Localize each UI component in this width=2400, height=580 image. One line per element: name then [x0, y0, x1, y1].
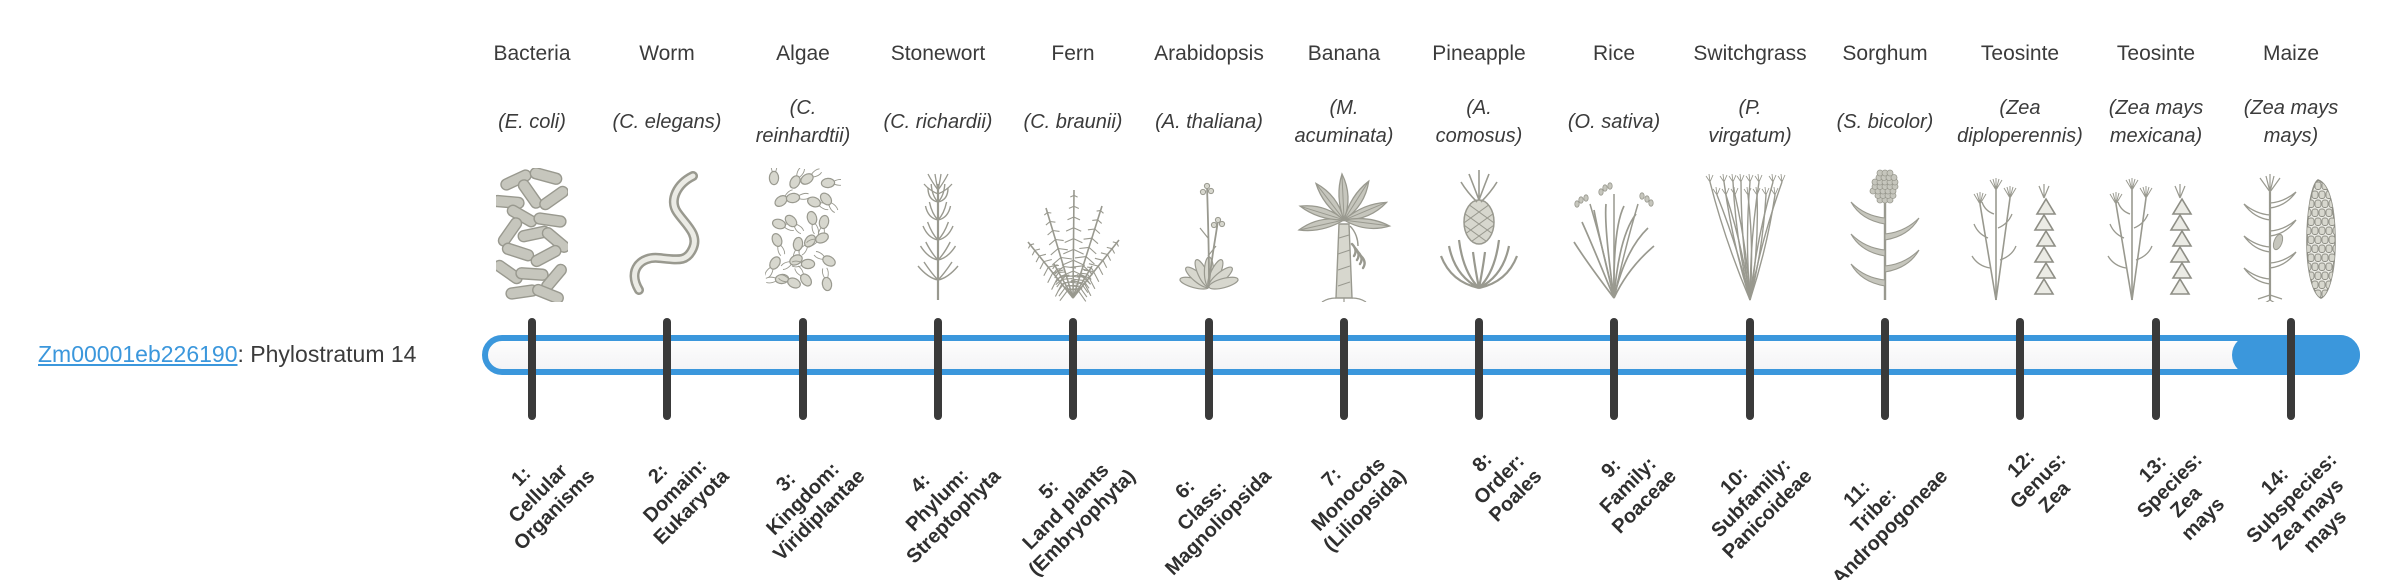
- stratum-label: 2: Domain: Eukaryota: [639, 454, 734, 550]
- stratum-label: 13: Species: Zea mays: [2132, 448, 2229, 545]
- timeline-tick: [2152, 318, 2160, 420]
- timeline-tick: [1340, 318, 1348, 420]
- timeline-tick: [1746, 318, 1754, 420]
- stratum-label: 3: Kingdom: Viridiplantae: [762, 458, 870, 566]
- stratum-label: 14: Subspecies: Zea mays mays: [2242, 448, 2352, 558]
- organism-scientific-name: (C. richardii): [883, 111, 993, 133]
- timeline-tick: [528, 318, 536, 420]
- organism-common-name: Algae: [776, 42, 830, 65]
- teosinte-icon: [1950, 166, 2090, 302]
- timeline-tick: [2016, 318, 2024, 420]
- worm-icon: [597, 166, 737, 302]
- timeline-tick: [934, 318, 942, 420]
- teosinte-icon: [2086, 166, 2226, 302]
- organism-scientific-name: (M. acuminata): [1294, 97, 1394, 147]
- maize-icon: [2221, 166, 2361, 302]
- pineapple-icon: [1409, 166, 1549, 302]
- organism-common-name: Banana: [1307, 42, 1381, 65]
- organism-common-name: Teosinte: [1980, 42, 2060, 65]
- organism-scientific-name: (A. comosus): [1435, 97, 1523, 147]
- timeline-tick: [2287, 318, 2295, 420]
- phylostratum-highlight: [2232, 335, 2360, 375]
- organism-common-name: Worm: [639, 42, 695, 65]
- timeline-tick: [663, 318, 671, 420]
- organism-common-name: Sorghum: [1842, 42, 1928, 65]
- gene-phylostratum-text: : Phylostratum 14: [237, 341, 417, 367]
- switchgrass-icon: [1680, 166, 1820, 302]
- gene-label: Zm00001eb226190: Phylostratum 14: [38, 341, 416, 368]
- stratum-label: 1: Cellular Organisms: [503, 459, 599, 555]
- timeline-tick: [1881, 318, 1889, 420]
- stratum-label: 9: Family: Poaceae: [1595, 452, 1681, 539]
- timeline-tick: [1069, 318, 1077, 420]
- organism-scientific-name: (C. braunii): [1023, 111, 1123, 133]
- organism-common-name: Stonewort: [890, 42, 986, 65]
- timeline-tick: [1610, 318, 1618, 420]
- stratum-label: 12: Genus: Zea: [2003, 446, 2075, 518]
- organism-scientific-name: (C. reinhardtii): [755, 97, 851, 147]
- stratum-label: 11: Tribe: Andropogoneae: [1827, 465, 1952, 580]
- rice-icon: [1544, 166, 1684, 302]
- organism-common-name: Pineapple: [1432, 42, 1526, 65]
- organism-common-name: Maize: [2262, 42, 2320, 65]
- organism-scientific-name: (Zea mays mexicana): [2108, 97, 2204, 147]
- fern-icon: [1003, 166, 1143, 302]
- timeline-bar: [482, 335, 2360, 375]
- timeline-tick: [799, 318, 807, 420]
- organism-scientific-name: (E. coli): [498, 111, 566, 133]
- banana-icon: [1274, 166, 1414, 302]
- stratum-label: 4: Phylum: Streptophyta: [901, 464, 1005, 569]
- organism-common-name: Teosinte: [2116, 42, 2196, 65]
- stonewort-icon: [868, 166, 1008, 302]
- organism-scientific-name: (S. bicolor): [1836, 111, 1934, 133]
- organism-scientific-name: (C. elegans): [612, 111, 722, 133]
- arabidopsis-icon: [1139, 166, 1279, 302]
- stratum-label: 5: Land plants (Embryophyta): [1018, 458, 1140, 580]
- organism-common-name: Switchgrass: [1693, 42, 1807, 65]
- stratum-label: 6: Class: Magnoliopsida: [1161, 465, 1276, 580]
- organism-scientific-name: (P. virgatum): [1708, 97, 1792, 147]
- organism-scientific-name: (Zea diploperennis): [1957, 97, 2083, 147]
- algae-icon: [733, 166, 873, 302]
- timeline-tick: [1205, 318, 1213, 420]
- stratum-label: 8: Order: Poales: [1467, 448, 1546, 527]
- stratum-label: 10: Subfamily: Panicoideae: [1707, 453, 1817, 564]
- timeline-tick: [1475, 318, 1483, 420]
- gene-id-link[interactable]: Zm00001eb226190: [38, 341, 238, 367]
- organism-common-name: Arabidopsis: [1154, 42, 1264, 65]
- organism-scientific-name: (O. sativa): [1567, 111, 1661, 133]
- stratum-label: 7: Monocots (Liliopsida): [1307, 453, 1411, 557]
- bacteria-icon: [462, 166, 602, 302]
- sorghum-icon: [1815, 166, 1955, 302]
- organism-scientific-name: (A. thaliana): [1155, 111, 1263, 133]
- organism-common-name: Rice: [1592, 42, 1635, 65]
- organism-common-name: Fern: [1051, 42, 1095, 65]
- organism-common-name: Bacteria: [493, 42, 571, 65]
- organism-scientific-name: (Zea mays mays): [2243, 97, 2339, 147]
